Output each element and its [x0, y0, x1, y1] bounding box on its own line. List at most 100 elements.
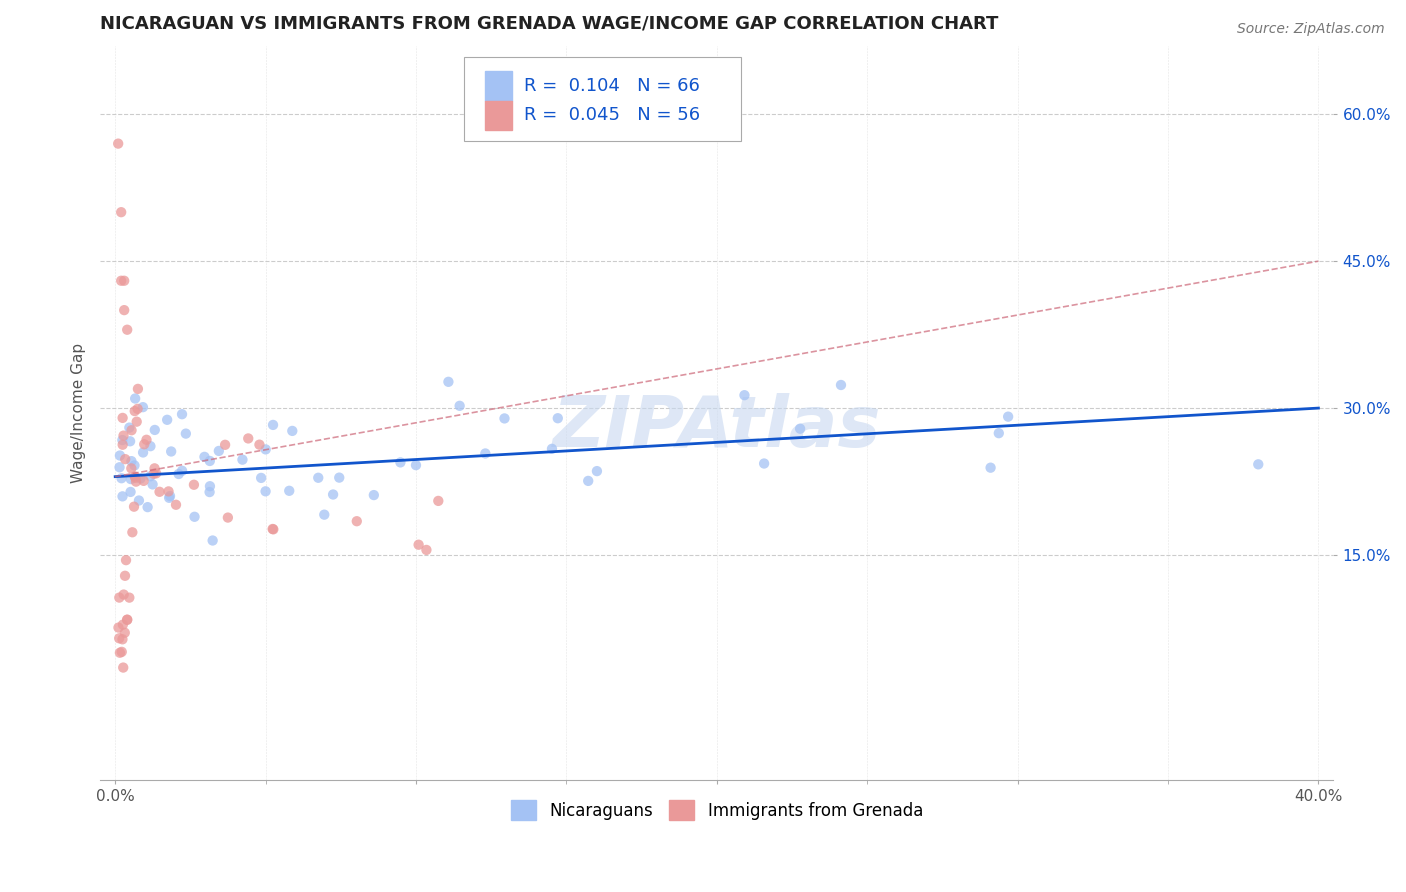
- Point: [120, 472, 142, 486]
- Bar: [485, 71, 512, 101]
- Point: [249, 438, 271, 452]
- Point: [201, 533, 224, 548]
- Point: [733, 388, 755, 402]
- Point: [250, 471, 273, 485]
- Point: [198, 485, 221, 500]
- Point: [112, 303, 135, 318]
- Point: [363, 488, 385, 502]
- Point: [262, 522, 284, 536]
- Point: [139, 469, 162, 483]
- Point: [120, 461, 142, 475]
- Point: [547, 411, 569, 425]
- Point: [108, 449, 131, 463]
- Point: [111, 489, 134, 503]
- Point: [108, 591, 131, 605]
- Point: [124, 404, 146, 418]
- Point: [165, 498, 187, 512]
- Point: [132, 445, 155, 459]
- Point: [139, 439, 162, 453]
- Point: [107, 621, 129, 635]
- Point: [118, 591, 141, 605]
- Text: R =  0.045   N = 56: R = 0.045 N = 56: [524, 106, 700, 125]
- Point: [124, 471, 146, 485]
- Point: [111, 645, 134, 659]
- Point: [198, 479, 221, 493]
- Point: [108, 646, 131, 660]
- Point: [129, 471, 152, 485]
- Point: [132, 400, 155, 414]
- Point: [198, 454, 221, 468]
- Point: [262, 417, 284, 432]
- Point: [437, 375, 460, 389]
- Point: [576, 474, 599, 488]
- Point: [427, 494, 450, 508]
- Point: [114, 569, 136, 583]
- Point: [111, 632, 134, 647]
- Point: [980, 460, 1002, 475]
- Point: [125, 475, 148, 489]
- Point: [115, 553, 138, 567]
- Point: [124, 469, 146, 483]
- Point: [541, 442, 564, 456]
- Point: [174, 426, 197, 441]
- Point: [159, 489, 181, 503]
- Point: [183, 477, 205, 491]
- Point: [112, 274, 135, 288]
- Point: [115, 613, 138, 627]
- Point: [346, 514, 368, 528]
- Point: [752, 457, 775, 471]
- Text: R =  0.104   N = 66: R = 0.104 N = 66: [524, 77, 700, 95]
- Point: [115, 323, 138, 337]
- Point: [997, 409, 1019, 424]
- Point: [172, 464, 194, 478]
- Point: [314, 508, 336, 522]
- Point: [111, 433, 134, 447]
- Point: [143, 423, 166, 437]
- Point: [415, 542, 437, 557]
- Point: [112, 428, 135, 442]
- Point: [586, 464, 609, 478]
- Point: [254, 442, 277, 457]
- Point: [112, 660, 135, 674]
- Point: [124, 392, 146, 406]
- Point: [278, 483, 301, 498]
- Point: [125, 415, 148, 429]
- Point: [117, 613, 139, 627]
- Point: [217, 510, 239, 524]
- Point: [160, 444, 183, 458]
- Point: [830, 378, 852, 392]
- FancyBboxPatch shape: [464, 57, 741, 141]
- Point: [120, 434, 142, 449]
- Point: [449, 399, 471, 413]
- Point: [254, 484, 277, 499]
- Point: [107, 136, 129, 151]
- Bar: [485, 101, 512, 130]
- Point: [110, 471, 132, 485]
- Point: [238, 432, 260, 446]
- Point: [114, 625, 136, 640]
- Point: [231, 452, 253, 467]
- Point: [135, 433, 157, 447]
- Point: [328, 470, 350, 484]
- Point: [142, 467, 165, 481]
- Point: [408, 538, 430, 552]
- Point: [124, 458, 146, 473]
- Point: [112, 588, 135, 602]
- Point: [132, 474, 155, 488]
- Point: [136, 500, 159, 515]
- Point: [389, 455, 412, 469]
- Point: [108, 460, 131, 475]
- Point: [120, 454, 142, 468]
- Point: [120, 484, 142, 499]
- Point: [114, 452, 136, 467]
- Text: ZIPAtlas: ZIPAtlas: [553, 393, 882, 462]
- Point: [167, 467, 190, 481]
- Text: Source: ZipAtlas.com: Source: ZipAtlas.com: [1237, 22, 1385, 37]
- Point: [111, 617, 134, 632]
- Point: [789, 422, 811, 436]
- Point: [142, 477, 165, 491]
- Point: [208, 444, 231, 458]
- Point: [118, 420, 141, 434]
- Point: [262, 522, 284, 536]
- Point: [134, 437, 156, 451]
